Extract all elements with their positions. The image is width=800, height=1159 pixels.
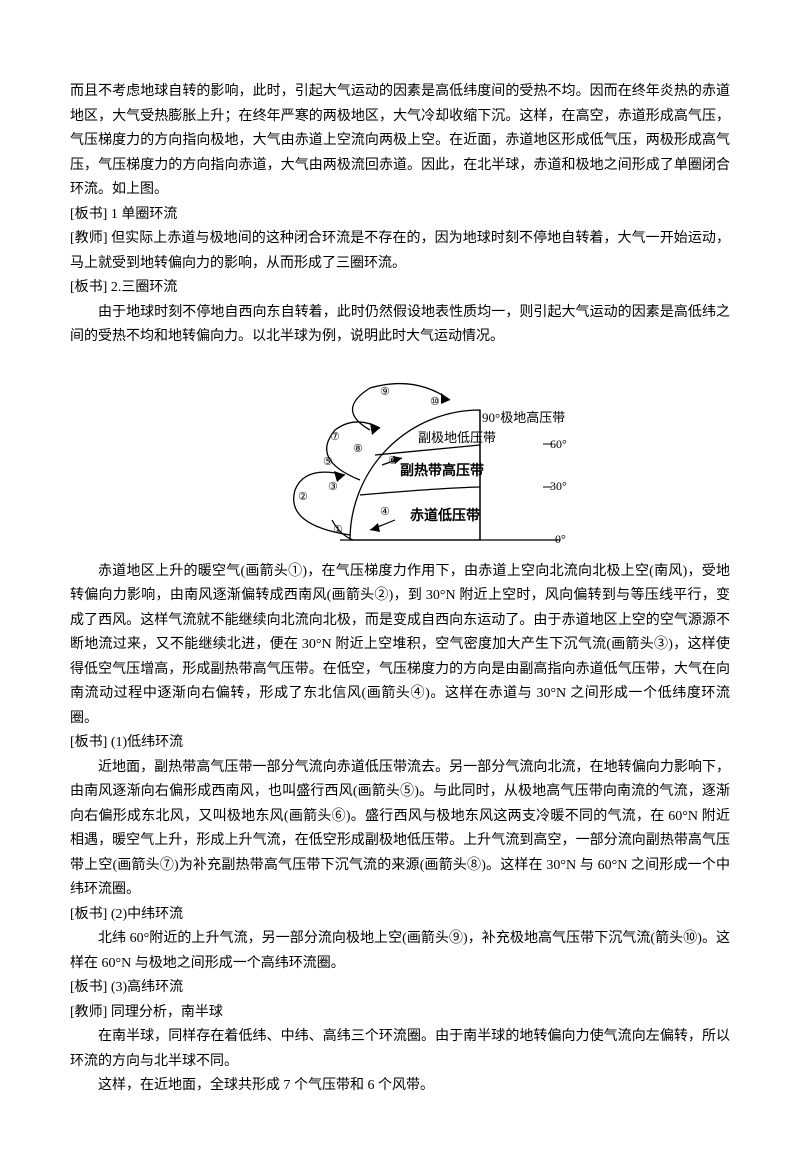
- lat-60: 60°: [550, 437, 567, 451]
- zone-subtropical-high: 副热带高压带: [400, 462, 484, 479]
- arrow-label-4: ④: [380, 506, 390, 518]
- arrow-label-10: ⑩: [430, 396, 440, 408]
- paragraph-intro: 而且不考虑地球自转的影响，此时，引起大气运动的因素是高低纬度间的受热不均。因而在…: [70, 80, 730, 203]
- zone-polar-high: 90°极地高压带: [482, 410, 565, 425]
- paragraph-high-lat: 北纬 60°附近的上升气流，另一部分流向极地上空(画箭头⑨)，补充极地高气压带下…: [70, 927, 730, 976]
- paragraph-summary: 这样，在近地面，全球共形成 7 个气压带和 6 个风带。: [70, 1074, 730, 1099]
- teacher-note-2: [教师] 同理分析，南半球: [70, 1001, 730, 1026]
- arrow-label-1: ①: [333, 524, 343, 536]
- paragraph-three-cell: 由于地球时刻不停地自西向东自转着，此时仍然假设地表性质均一，则引起大气运动的因素…: [70, 301, 730, 350]
- note-single-cell: [板书] 1 单圈环流: [70, 203, 730, 228]
- note-low-lat: [板书] (1)低纬环流: [70, 731, 730, 756]
- lat-30: 30°: [550, 479, 567, 493]
- zone-equatorial-low: 赤道低压带: [410, 507, 480, 524]
- note-high-lat: [板书] (3)高纬环流: [70, 976, 730, 1001]
- paragraph-southern: 在南半球，同样存在着低纬、中纬、高纬三个环流圈。由于南半球的地转偏向力使气流向左…: [70, 1025, 730, 1074]
- note-three-cell: [板书] 2.三圈环流: [70, 276, 730, 301]
- document-page: 而且不考虑地球自转的影响，此时，引起大气运动的因素是高低纬度间的受热不均。因而在…: [0, 0, 800, 1159]
- arrow-label-7: ⑦: [330, 431, 340, 443]
- zone-subpolar-low: 副极地低压带: [418, 430, 496, 445]
- arrow-label-2: ②: [298, 491, 308, 503]
- paragraph-low-lat: 赤道地区上升的暖空气(画箭头①)，在气压梯度力作用下，由赤道上空向北流向北极上空…: [70, 560, 730, 732]
- arrow-label-3: ③: [328, 481, 338, 493]
- teacher-note-1: [教师] 但实际上赤道与极地间的这种闭合环流是不存在的，因为地球时刻不停地自转着…: [70, 227, 730, 276]
- circulation-diagram: 90°极地高压带 副极地低压带 副热带高压带 赤道低压带 60° 30° 0° …: [220, 360, 580, 550]
- arrow-label-8: ⑧: [353, 443, 363, 455]
- arrow-label-5: ⑤: [323, 456, 333, 468]
- note-mid-lat: [板书] (2)中纬环流: [70, 903, 730, 928]
- paragraph-mid-lat: 近地面，副热带高气压带一部分气流向赤道低压带流去。另一部分气流向北流，在地转偏向…: [70, 756, 730, 903]
- arrow-label-9: ⑨: [380, 386, 390, 398]
- lat-0: 0°: [555, 532, 566, 546]
